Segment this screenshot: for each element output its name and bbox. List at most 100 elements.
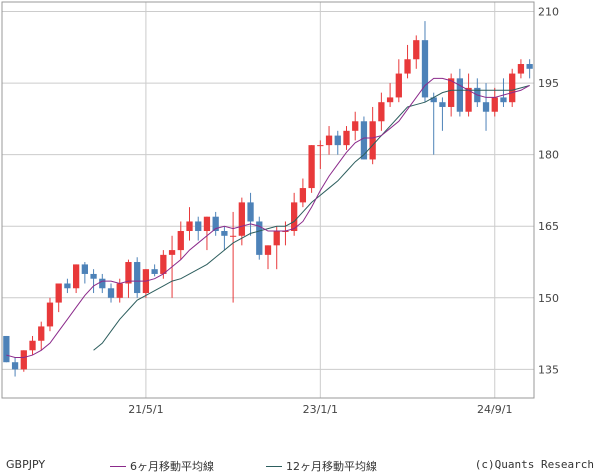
- candle: [509, 68, 516, 107]
- candle-body: [107, 288, 115, 298]
- candle: [142, 269, 150, 298]
- candle-body: [273, 231, 280, 246]
- candle: [386, 83, 394, 107]
- candlestick-chart: 135 150 165 180 195 210 21/5/1 23/1/1 24/9/1: [1, 1, 559, 416]
- y-tick-label: 180: [538, 149, 559, 162]
- candle-body: [81, 264, 88, 274]
- candle-body: [177, 231, 184, 251]
- candle-body: [465, 87, 472, 112]
- candle: [247, 192, 254, 236]
- candle-body: [334, 135, 341, 146]
- candle-body: [116, 283, 123, 298]
- candle: [317, 140, 324, 169]
- candle-body: [11, 362, 19, 370]
- candle-body: [421, 40, 429, 98]
- candle: [264, 245, 272, 270]
- candle-body: [430, 97, 437, 103]
- candle-body: [20, 350, 27, 370]
- candle: [134, 257, 141, 298]
- candle: [352, 111, 359, 141]
- candle-body: [55, 283, 62, 303]
- candle: [20, 350, 27, 372]
- candle-body: [134, 262, 141, 294]
- candle-body: [90, 273, 97, 279]
- candle: [439, 97, 446, 131]
- candle: [72, 264, 80, 294]
- candle: [238, 197, 245, 246]
- candle-body: [325, 135, 333, 146]
- y-tick-label: 150: [538, 292, 559, 305]
- symbol-label: GBPJPY: [6, 458, 46, 471]
- candle: [491, 87, 498, 117]
- candle-body: [264, 245, 272, 255]
- candle-body: [29, 340, 36, 351]
- candle-body: [500, 97, 507, 103]
- ma12-swatch: [266, 465, 282, 467]
- candle-body: [212, 216, 219, 232]
- legend-ma6: 6ヶ月移動平均線: [110, 458, 214, 474]
- candle-body: [168, 250, 176, 255]
- y-tick-label: 210: [538, 6, 559, 19]
- candle: [203, 216, 211, 251]
- candle-body: [482, 102, 490, 112]
- x-tick-label: 21/5/1: [128, 403, 163, 416]
- candle-body: [526, 64, 533, 69]
- ma6-line: [6, 77, 530, 358]
- candle: [395, 59, 402, 103]
- candle: [500, 78, 507, 107]
- candle: [517, 59, 525, 79]
- candle-body: [343, 130, 350, 146]
- candle: [526, 59, 533, 79]
- candle: [195, 216, 202, 241]
- candle-body: [456, 78, 464, 112]
- candle-body: [64, 283, 71, 289]
- candle: [369, 106, 376, 165]
- candle: [343, 126, 350, 150]
- candle: [221, 226, 228, 251]
- candle: [334, 130, 341, 155]
- candle: [273, 226, 280, 270]
- y-tick-label: 135: [538, 363, 559, 376]
- candle: [11, 357, 19, 377]
- plot-frame: [1, 1, 535, 399]
- candle-body: [299, 188, 307, 203]
- candle: [38, 321, 45, 351]
- candle: [299, 178, 307, 208]
- y-tick-label: 165: [538, 220, 559, 233]
- candle-body: [413, 40, 420, 60]
- candle: [90, 269, 97, 294]
- candle: [282, 221, 289, 246]
- candle: [229, 211, 237, 303]
- candle-body: [221, 231, 228, 236]
- plot-border: [1, 1, 535, 399]
- candle-body: [203, 216, 211, 232]
- candle-body: [439, 102, 446, 107]
- candle-body: [3, 335, 10, 363]
- candle: [116, 278, 123, 303]
- ma6-swatch: [110, 465, 126, 467]
- candle-body: [308, 145, 315, 189]
- candle: [256, 216, 263, 260]
- candle-body: [282, 231, 289, 233]
- legend-ma12: 12ヶ月移動平均線: [266, 458, 377, 474]
- candle-body: [247, 202, 254, 222]
- candle: [456, 68, 464, 117]
- candle-body: [491, 97, 498, 112]
- candle: [465, 73, 472, 117]
- grid-lines: [2, 2, 534, 398]
- candle: [482, 83, 490, 131]
- legend-ma12-label: 12ヶ月移動平均線: [286, 460, 377, 473]
- candle: [430, 92, 437, 155]
- legend-bar: GBPJPY 6ヶ月移動平均線 12ヶ月移動平均線 (c)Quants Rese…: [0, 458, 600, 474]
- candle: [186, 207, 193, 241]
- candle: [212, 211, 219, 236]
- candle-body: [160, 254, 167, 274]
- candle-body: [509, 73, 516, 103]
- candle: [177, 221, 184, 260]
- candle: [125, 259, 132, 298]
- candle: [378, 92, 385, 131]
- candle-body: [395, 73, 402, 98]
- candle: [421, 21, 429, 103]
- candle-body: [46, 302, 54, 327]
- candle: [81, 262, 88, 284]
